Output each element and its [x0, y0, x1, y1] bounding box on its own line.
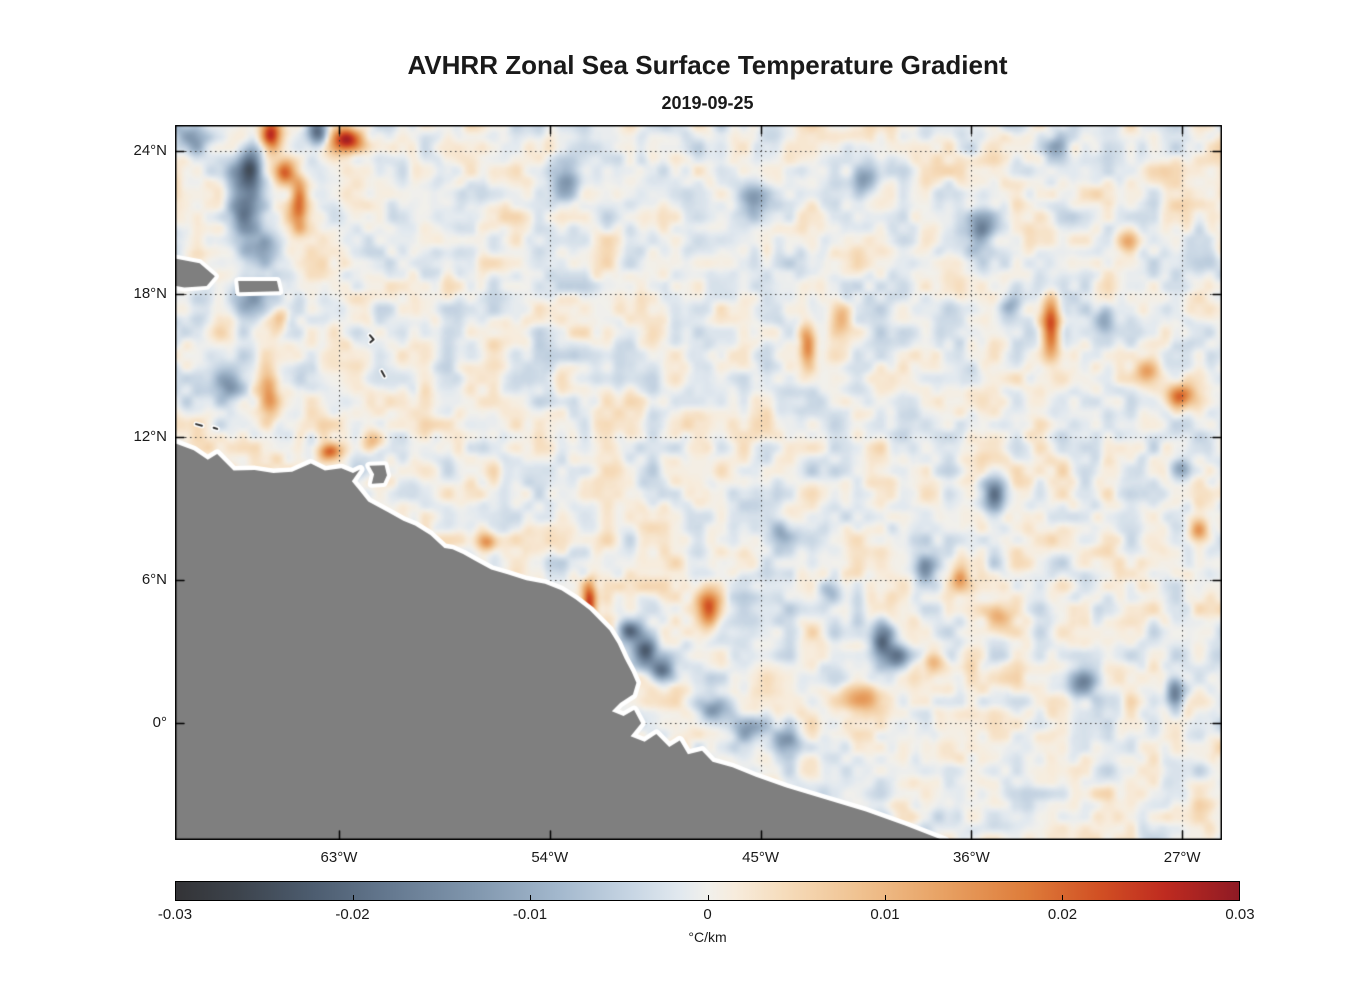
x-tick-label: 36°W: [952, 849, 990, 866]
chart-subtitle: 2019-09-25: [661, 93, 754, 113]
sst-gradient-heatmap-canvas: [175, 125, 1222, 840]
y-tick-label: 12°N: [133, 428, 167, 446]
colorbar-tick: [353, 895, 355, 900]
colorbar-tick: [884, 895, 886, 900]
y-tick-label: 18°N: [133, 285, 167, 303]
colorbar: [175, 881, 1240, 901]
colorbar-tick: [707, 895, 709, 900]
x-tick-label: 54°W: [531, 849, 569, 866]
colorbar-tick-label: -0.03: [157, 906, 193, 923]
colorbar-unit-label: °C/km: [688, 929, 727, 945]
x-tick-label: 45°W: [742, 849, 779, 866]
colorbar-tick-label: 0.01: [870, 906, 900, 923]
colorbar-tick-label: 0: [703, 906, 712, 923]
y-tick-label: 6°N: [141, 571, 167, 589]
y-tick-label: 0°: [152, 714, 167, 732]
chart-title: AVHRR Zonal Sea Surface Temperature Grad…: [407, 50, 1008, 80]
x-tick-label: 63°W: [320, 849, 358, 866]
x-tick-label: 27°W: [1163, 849, 1201, 866]
y-tick-label: 24°N: [133, 142, 167, 160]
colorbar-tick-label: 0.02: [1047, 906, 1078, 923]
colorbar-tick-label: -0.02: [335, 906, 370, 923]
colorbar-tick-label: 0.03: [1225, 906, 1255, 923]
colorbar-tick: [530, 895, 532, 900]
map-plot: [175, 125, 1222, 840]
colorbar-gradient: [176, 882, 1239, 900]
colorbar-tick: [1061, 895, 1063, 900]
colorbar-tick-label: -0.01: [512, 906, 548, 923]
